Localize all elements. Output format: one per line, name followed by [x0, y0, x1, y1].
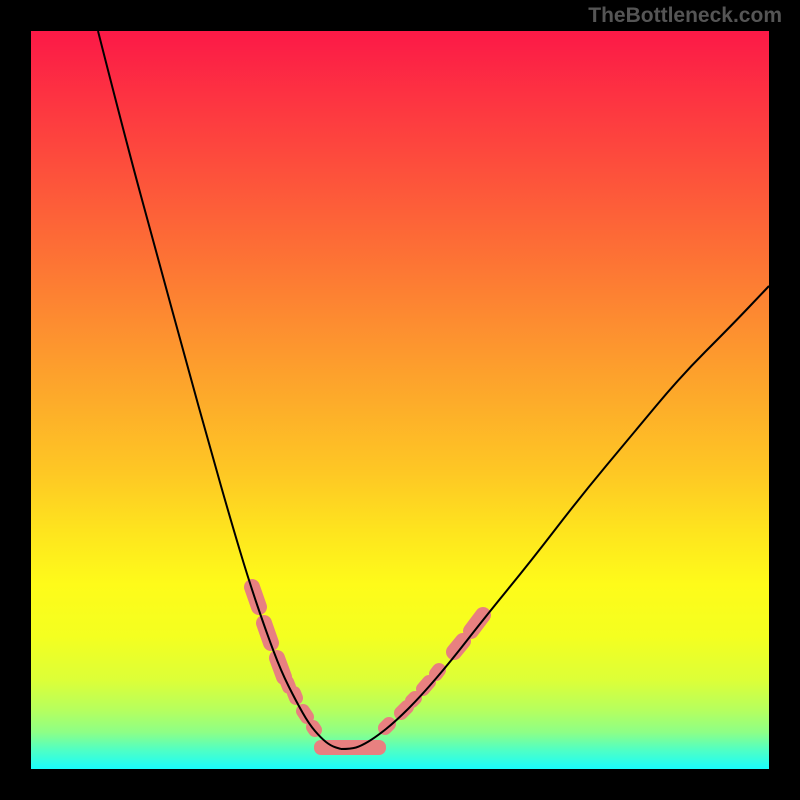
- watermark-text: TheBottleneck.com: [588, 4, 782, 28]
- salmon-markers: [252, 587, 483, 755]
- curve-left-branch: [98, 31, 341, 749]
- plot-area: [31, 31, 769, 769]
- chart-curves: [31, 31, 769, 769]
- curve-right-branch: [341, 286, 769, 749]
